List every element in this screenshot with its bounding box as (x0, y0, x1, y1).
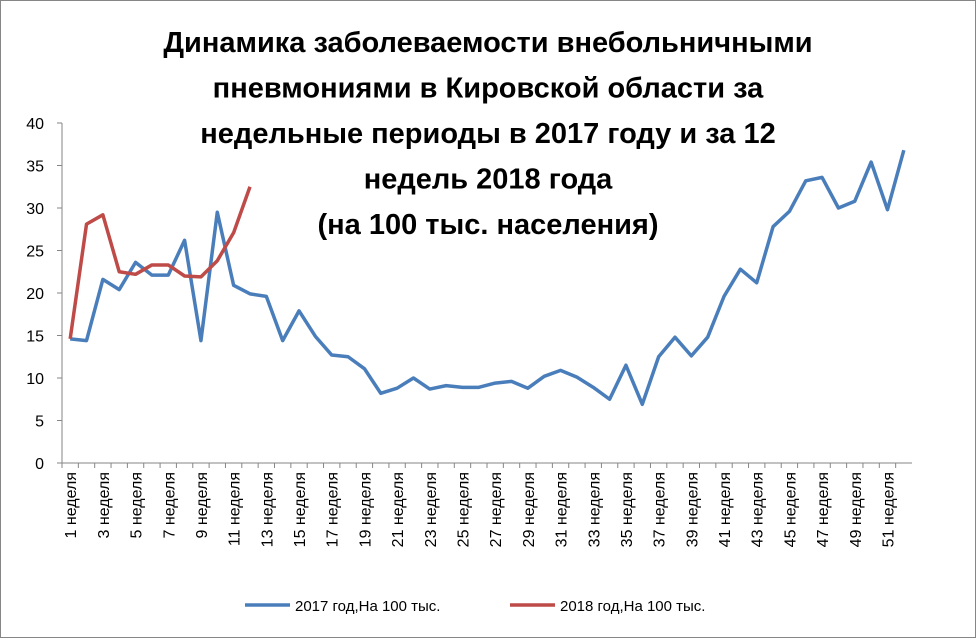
chart-title: недельные периоды в 2017 году и за 12 (200, 118, 775, 150)
x-tick-label: 29 неделя (521, 472, 538, 547)
x-tick-label: 27 неделя (488, 472, 505, 547)
y-tick-label: 20 (26, 286, 44, 303)
x-tick-label: 49 неделя (848, 472, 865, 547)
x-tick-label: 3 неделя (96, 472, 113, 538)
x-tick-label: 1 неделя (63, 472, 80, 538)
x-tick-label: 39 неделя (684, 472, 701, 547)
x-tick-label: 41 неделя (717, 472, 734, 547)
x-tick-label: 25 неделя (455, 472, 472, 547)
x-tick-label: 37 неделя (652, 472, 669, 547)
x-tick-label: 23 неделя (423, 472, 440, 547)
x-tick-label: 51 неделя (880, 472, 897, 547)
y-tick-label: 15 (26, 329, 44, 346)
data-line (69, 149, 906, 407)
y-tick-label: 40 (26, 116, 44, 133)
legend-label: 2018 год,На 100 тыс. (560, 598, 705, 615)
y-tick-label: 30 (26, 201, 44, 218)
x-tick-label: 5 неделя (129, 472, 146, 538)
data-line (68, 186, 252, 340)
legend-label: 2017 год,На 100 тыс. (295, 598, 440, 615)
x-tick-label: 31 неделя (554, 472, 571, 547)
x-tick-label: 7 неделя (161, 472, 178, 538)
y-tick-label: 10 (26, 371, 44, 388)
y-tick-label: 5 (35, 414, 44, 431)
x-tick-label: 35 неделя (619, 472, 636, 547)
x-tick-label: 45 неделя (782, 472, 799, 547)
x-tick-label: 15 неделя (292, 472, 309, 547)
x-tick-label: 47 неделя (815, 472, 832, 547)
x-tick-label: 33 неделя (586, 472, 603, 547)
chart-title: пневмониями в Кировской области за (213, 73, 765, 105)
chart-title: недель 2018 года (364, 164, 613, 196)
y-tick-label: 25 (26, 244, 44, 261)
y-tick-label: 0 (35, 456, 44, 473)
x-tick-label: 11 неделя (227, 472, 244, 546)
chart-title: Динамика заболеваемости внебольничными (163, 27, 812, 59)
x-tick-label: 9 неделя (194, 472, 211, 538)
x-tick-label: 13 неделя (259, 472, 276, 547)
x-tick-label: 21 неделя (390, 472, 407, 547)
x-tick-label: 43 неделя (750, 472, 767, 547)
chart-title: (на 100 тыс. населения) (317, 209, 658, 241)
y-tick-label: 35 (26, 159, 44, 176)
x-tick-label: 19 неделя (357, 472, 374, 547)
x-tick-label: 17 неделя (325, 472, 342, 547)
